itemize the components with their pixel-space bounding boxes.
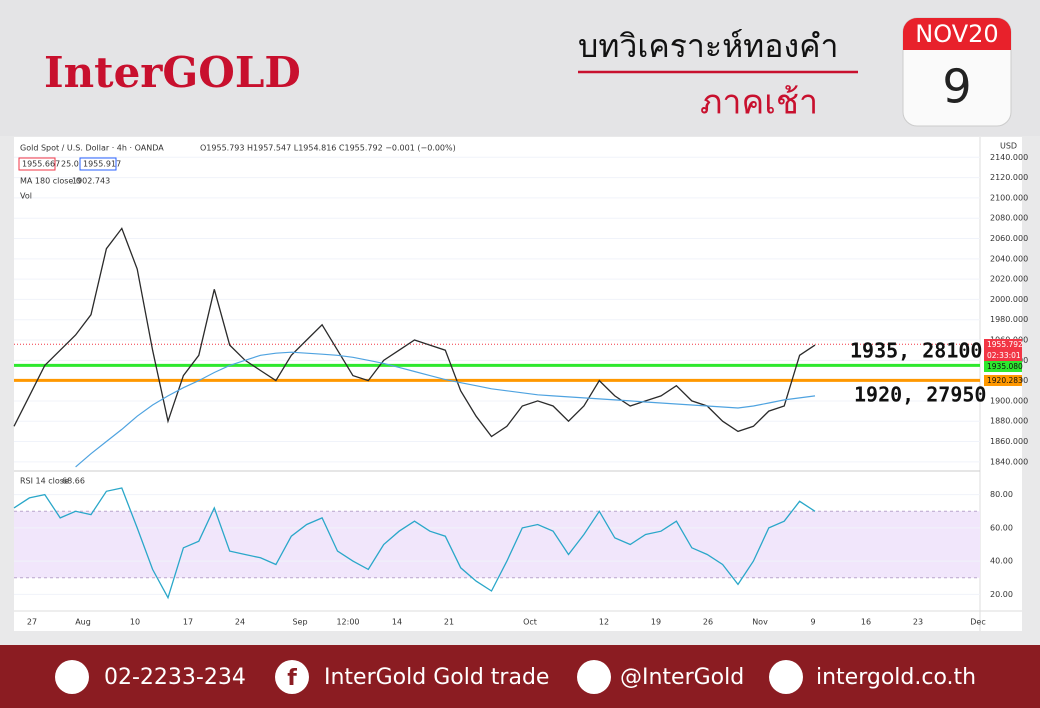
y-tick-label: 2020.000	[990, 275, 1028, 284]
y-tick-label: 2060.000	[990, 234, 1028, 243]
footer	[0, 645, 1040, 708]
y-tick-label: 1860.000	[990, 437, 1028, 446]
green-price: 1935.080	[987, 362, 1023, 371]
x-tick-label: Aug	[75, 618, 91, 627]
x-tick-label: 14	[392, 618, 402, 627]
x-tick-label: 23	[913, 618, 923, 627]
countdown-tag	[984, 350, 1022, 361]
symbol: Gold Spot / U.S. Dollar · 4h · OANDA	[20, 144, 164, 153]
y-tick-label: 40.00	[990, 557, 1013, 566]
facebook-glyph: f	[287, 666, 297, 691]
brand: InterGOLD	[44, 48, 301, 97]
facebook-icon	[275, 660, 309, 694]
x-tick-label: 19	[651, 618, 661, 627]
ask-box	[79, 157, 117, 171]
last-tag	[984, 339, 1022, 350]
currency: USD	[1000, 142, 1017, 151]
rsi-band	[14, 511, 980, 578]
series-line	[13, 227, 816, 438]
orange-price: 1920.283	[987, 376, 1023, 385]
ask: 1955.917	[83, 160, 121, 169]
header-bg	[0, 0, 1040, 136]
bid-box	[18, 157, 56, 171]
calendar-top	[903, 18, 1011, 50]
countdown: 02:33:01	[987, 351, 1021, 360]
ma-label: MA 180 close 0	[20, 177, 81, 186]
y-tick-label: 1980.000	[990, 315, 1028, 324]
y-tick-label: 2080.000	[990, 214, 1028, 223]
title: บทวิเคราะห์ทองคำ	[578, 27, 838, 65]
y-tick-label: 2040.000	[990, 254, 1028, 263]
bid: 1955.667	[22, 160, 60, 169]
web-icon	[769, 660, 803, 694]
line: @InterGold	[620, 665, 744, 690]
y-tick-label: 1840.000	[990, 457, 1028, 466]
x-tick-label: 12:00	[336, 618, 359, 627]
rsi-label: RSI 14 close	[20, 477, 69, 486]
web: intergold.co.th	[816, 665, 976, 690]
x-tick-label: Oct	[523, 618, 537, 627]
line-icon	[577, 660, 611, 694]
y-tick-label: 2100.000	[990, 193, 1028, 202]
y-tick-label: 2140.000	[990, 153, 1028, 162]
phone-icon	[55, 660, 89, 694]
orange-tag	[984, 375, 1022, 386]
ma-value: 1902.743	[72, 177, 110, 186]
green-tag	[984, 361, 1022, 372]
annotation: 1935, 28100	[850, 339, 982, 363]
calendar-day: 9	[942, 60, 971, 114]
y-tick-label: 1880.000	[990, 417, 1028, 426]
y-tick-label: 2000.000	[990, 295, 1028, 304]
subtitle: ภาคเช้า	[700, 83, 818, 123]
x-tick-label: 24	[235, 618, 245, 627]
series-line	[75, 351, 816, 468]
annotation: 1920, 27950	[854, 383, 986, 407]
x-tick-label: 21	[444, 618, 454, 627]
x-tick-label: Sep	[292, 618, 307, 627]
facebook: InterGold Gold trade	[324, 665, 549, 690]
ohlc: O1955.793 H1957.547 L1954.816 C1955.792 …	[200, 144, 456, 153]
y-tick-label: 20.00	[990, 590, 1013, 599]
y-tick-label: 60.00	[990, 523, 1013, 532]
calendar-month: NOV20	[915, 20, 998, 48]
x-tick-label: 10	[130, 618, 140, 627]
x-tick-label: 16	[861, 618, 871, 627]
last-price: 1955.792	[987, 340, 1023, 349]
rsi-value: 68.66	[62, 477, 85, 486]
vol: Vol	[20, 192, 32, 201]
phone: 02-2233-234	[104, 665, 246, 690]
x-tick-label: 12	[599, 618, 609, 627]
x-tick-label: 26	[703, 618, 713, 627]
y-tick-label: 1900.000	[990, 396, 1028, 405]
x-tick-label: 9	[810, 618, 815, 627]
x-tick-label: Dec	[970, 618, 985, 627]
x-tick-label: 17	[183, 618, 193, 627]
plot: 1840.000 1860.000 1880.000 1900.000 19 20.00 0…	[13, 153, 1028, 627]
series-line	[13, 487, 816, 600]
y-tick-label: 80.00	[990, 490, 1013, 499]
x-tick-label: Nov	[752, 618, 768, 627]
spread: 25.0	[61, 160, 79, 169]
x-tick-label: 27	[27, 618, 37, 627]
y-tick-label: 2120.000	[990, 173, 1028, 182]
